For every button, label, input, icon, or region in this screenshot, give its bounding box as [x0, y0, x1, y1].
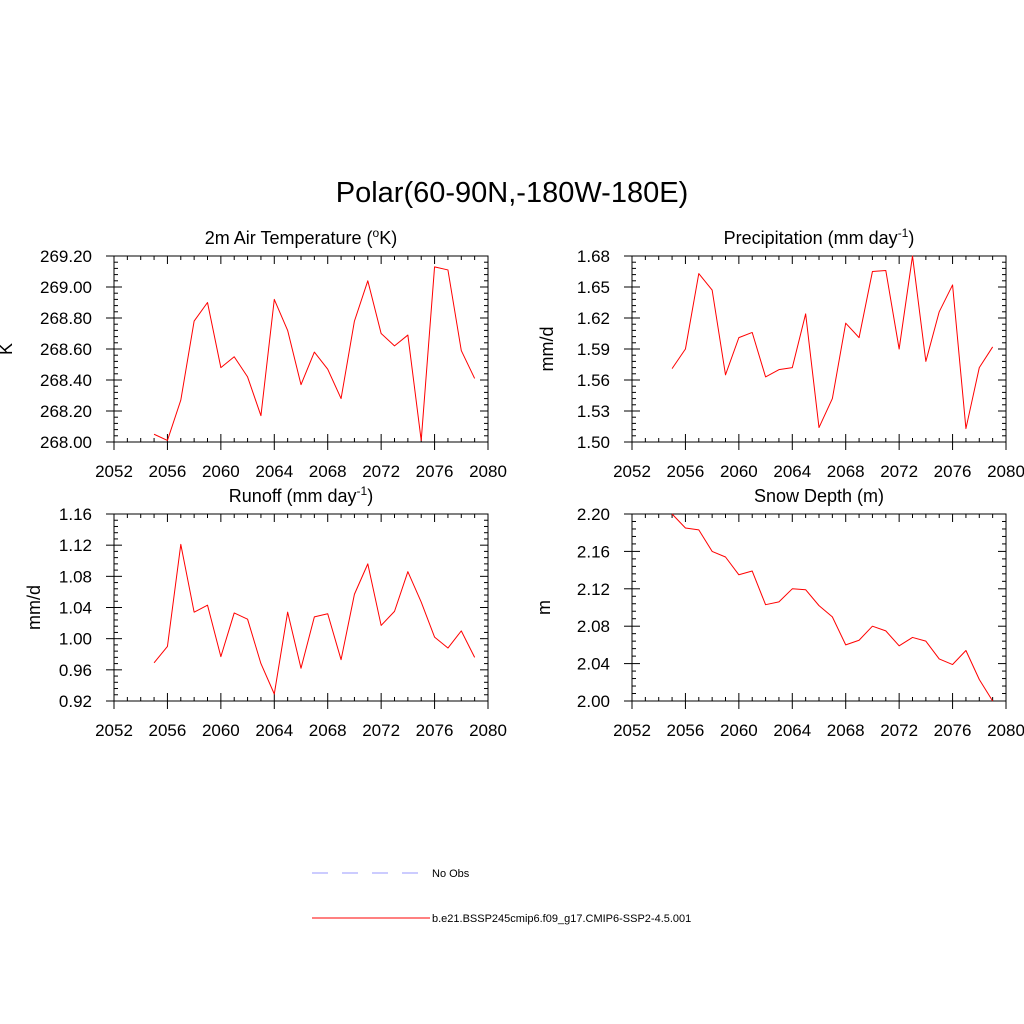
snow-depth-xtick-label: 2056: [667, 721, 705, 740]
snow-depth-ylabel: m: [534, 600, 554, 615]
runoff-ytick-label: 0.92: [59, 692, 92, 711]
runoff-xtick-label: 2064: [255, 721, 293, 740]
runoff-title-suffix: ): [367, 486, 373, 506]
precipitation-xtick-label: 2080: [987, 462, 1024, 481]
air-temperature-xtick-label: 2076: [416, 462, 454, 481]
precipitation-xtick-label: 2076: [934, 462, 972, 481]
air-temperature-plot-frame: [113, 255, 489, 443]
snow-depth-ytick-label: 2.00: [577, 692, 610, 711]
air-temperature-title: 2m Air Temperature (oK): [205, 226, 397, 248]
runoff-xtick-label: 2072: [362, 721, 400, 740]
precipitation-title: Precipitation (mm day-1): [724, 226, 915, 248]
precipitation-ytick-label: 1.53: [577, 402, 610, 421]
panels: 2m Air Temperature (oK) K 2052 2056 2060 2064…: [0, 226, 1024, 740]
air-temperature-xtick-label: 2052: [95, 462, 133, 481]
runoff-plot-frame: [113, 513, 489, 702]
air-temperature-xtick-label: 2068: [309, 462, 347, 481]
snow-depth-ytick-label: 2.08: [577, 617, 610, 636]
snow-depth-title: Snow Depth (m): [754, 486, 884, 506]
air-temperature-xtick-label: 2072: [362, 462, 400, 481]
legend-model-label: b.e21.BSSP245cmip6.f09_g17.CMIP6-SSP2-4.…: [432, 913, 691, 925]
air-temperature-ytick-label: 268.80: [40, 309, 92, 328]
runoff-title-superscript: -1: [357, 484, 368, 498]
precipitation-ytick-label: 1.62: [577, 309, 610, 328]
air-temperature-ytick-label: 268.40: [40, 371, 92, 390]
air-temperature-ylabel: K: [0, 343, 16, 355]
legend: No Obs b.e21.BSSP245cmip6.f09_g17.CMIP6-…: [312, 868, 691, 925]
air-temperature-xtick-label: 2080: [469, 462, 507, 481]
precipitation-xtick-label: 2060: [720, 462, 758, 481]
precipitation-ytick-label: 1.68: [577, 247, 610, 266]
runoff-ytick-label: 1.12: [59, 536, 92, 555]
snow-depth-xtick-label: 2076: [934, 721, 972, 740]
air-temperature-ytick-label: 268.00: [40, 433, 92, 452]
air-temperature-ytick-label: 269.20: [40, 247, 92, 266]
runoff-xtick-label: 2076: [416, 721, 454, 740]
precipitation-xtick-label: 2072: [880, 462, 918, 481]
runoff-ytick-label: 1.08: [59, 567, 92, 586]
precipitation-ytick-label: 1.59: [577, 340, 610, 359]
snow-depth-ytick-label: 2.04: [577, 655, 610, 674]
air-temperature-xtick-label: 2056: [149, 462, 187, 481]
precipitation-title-superscript: -1: [898, 226, 909, 240]
runoff-ytick-label: 1.16: [59, 505, 92, 524]
runoff-xtick-label: 2060: [202, 721, 240, 740]
runoff-ytick-label: 1.00: [59, 630, 92, 649]
precipitation-xtick-label: 2052: [613, 462, 651, 481]
snow-depth-ytick-label: 2.20: [577, 505, 610, 524]
panel-precipitation: Precipitation (mm day-1) mm/d 2052 2056 2060…: [537, 226, 1024, 481]
air-temperature-title-suffix: K): [379, 228, 397, 248]
runoff-xtick-label: 2080: [469, 721, 507, 740]
runoff-title-text: Runoff (mm day: [229, 486, 357, 506]
snow-depth-plot-frame: [631, 513, 1007, 702]
air-temperature-ytick-label: 268.20: [40, 402, 92, 421]
runoff-xtick-label: 2052: [95, 721, 133, 740]
snow-depth-xtick-label: 2072: [880, 721, 918, 740]
snow-depth-xtick-label: 2064: [773, 721, 811, 740]
air-temperature-ytick-label: 269.00: [40, 278, 92, 297]
precipitation-series-line: [671, 255, 994, 430]
snow-depth-xtick-label: 2052: [613, 721, 651, 740]
snow-depth-ytick-label: 2.16: [577, 542, 610, 561]
runoff-ylabel: mm/d: [24, 585, 44, 630]
runoff-xtick-label: 2068: [309, 721, 347, 740]
panel-runoff: Runoff (mm day-1) mm/d 2052 2056 2060 2064 206…: [24, 484, 507, 740]
precipitation-xtick-label: 2056: [667, 462, 705, 481]
air-temperature-series-line: [153, 266, 476, 441]
panel-snow-depth: Snow Depth (m) m 2052 2056 2060 2064 2068 2072 2…: [534, 486, 1024, 740]
precipitation-title-suffix: ): [908, 228, 914, 248]
runoff-xtick-label: 2056: [149, 721, 187, 740]
runoff-ytick-label: 1.04: [59, 599, 92, 618]
snow-depth-xtick-label: 2060: [720, 721, 758, 740]
runoff-title: Runoff (mm day-1): [229, 484, 373, 506]
precipitation-xtick-label: 2068: [827, 462, 865, 481]
precipitation-ytick-label: 1.65: [577, 278, 610, 297]
snow-depth-ytick-label: 2.12: [577, 580, 610, 599]
runoff-ytick-label: 0.96: [59, 661, 92, 680]
air-temperature-ytick-label: 268.60: [40, 340, 92, 359]
snow-depth-xtick-label: 2080: [987, 721, 1024, 740]
legend-obs-label: No Obs: [432, 868, 470, 880]
precipitation-ylabel: mm/d: [537, 327, 557, 372]
precipitation-ytick-label: 1.50: [577, 433, 610, 452]
snow-depth-series-line: [671, 513, 994, 702]
panel-air-temperature: 2m Air Temperature (oK) K 2052 2056 2060 2064…: [0, 226, 507, 481]
runoff-series-line: [153, 543, 476, 695]
air-temperature-xtick-label: 2064: [255, 462, 293, 481]
snow-depth-title-text: Snow Depth (m): [754, 486, 884, 506]
figure-title: Polar(60-90N,-180W-180E): [336, 177, 688, 209]
precipitation-title-text: Precipitation (mm day: [724, 228, 898, 248]
air-temperature-title-superscript: o: [373, 226, 380, 240]
precipitation-plot-frame: [631, 255, 1007, 443]
air-temperature-xtick-label: 2060: [202, 462, 240, 481]
precipitation-ytick-label: 1.56: [577, 371, 610, 390]
air-temperature-title-text: 2m Air Temperature (: [205, 228, 373, 248]
precipitation-xtick-label: 2064: [773, 462, 811, 481]
snow-depth-xtick-label: 2068: [827, 721, 865, 740]
